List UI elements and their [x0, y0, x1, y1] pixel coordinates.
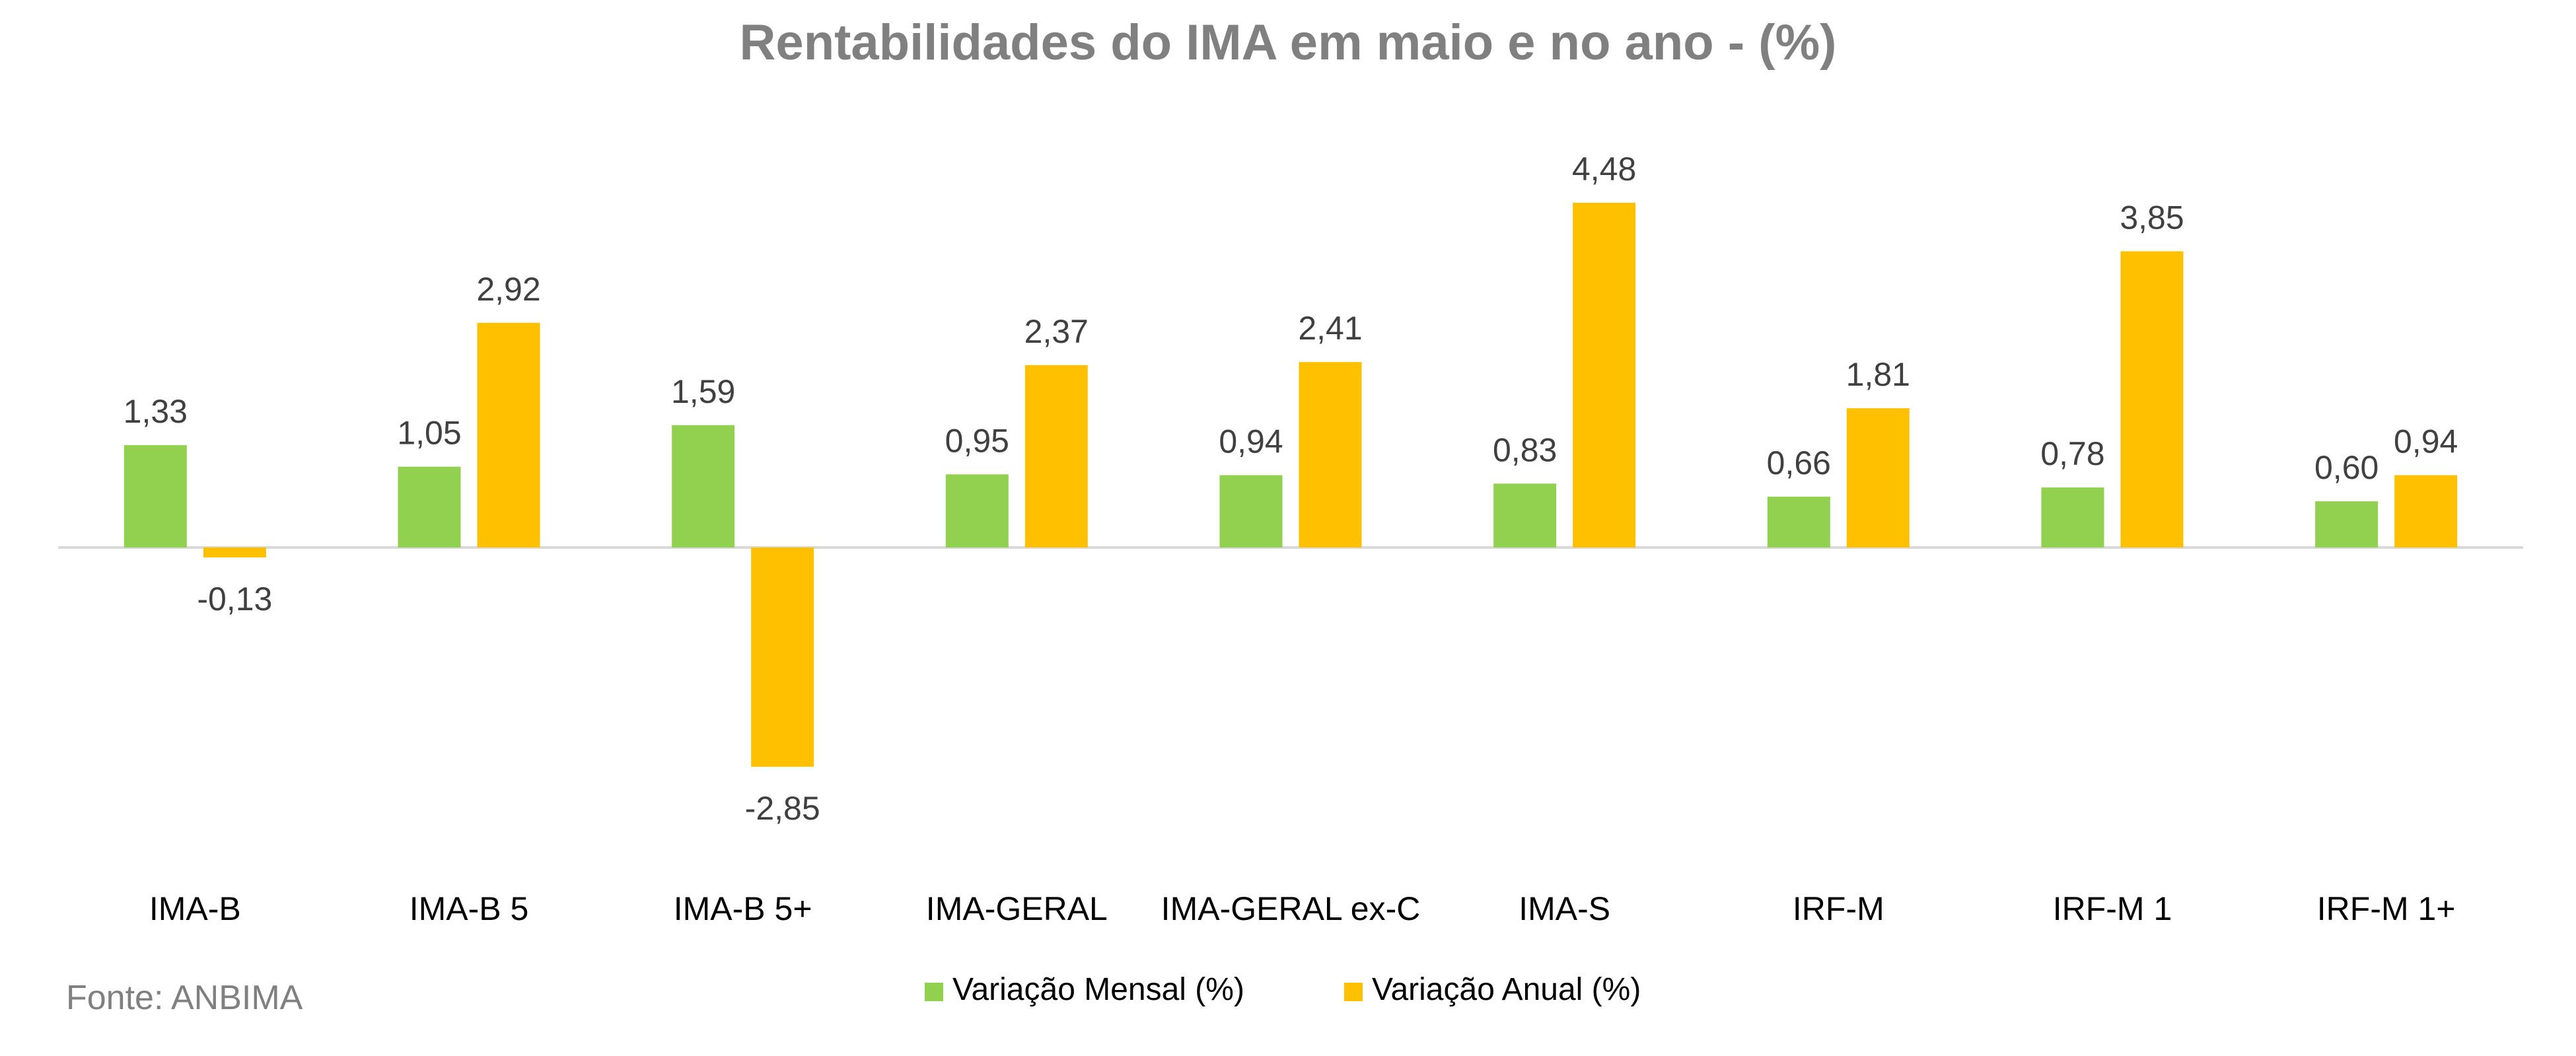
data-label: -2,85: [745, 790, 820, 827]
bar-mensal: [672, 425, 735, 547]
source-note: Fonte: ANBIMA: [66, 979, 303, 1017]
chart-title: Rentabilidades do IMA em maio e no ano -…: [740, 15, 1837, 71]
category-label: IMA-B 5: [410, 890, 529, 927]
category-label: IRF-M 1+: [2317, 890, 2456, 927]
data-label: 0,95: [945, 422, 1009, 459]
bar-anual: [203, 547, 266, 558]
data-label: 0,94: [2394, 423, 2458, 460]
legend-label-anual: Variação Anual (%): [1372, 972, 1641, 1007]
category-label: IMA-B: [149, 890, 241, 927]
bar-anual: [751, 547, 814, 767]
data-label: 1,59: [671, 373, 735, 410]
legend-swatch-mensal: [925, 983, 943, 1001]
data-label: -0,13: [197, 581, 272, 617]
category-label: IMA-B 5+: [674, 890, 812, 927]
bar-anual: [1299, 362, 1362, 547]
data-label: 0,78: [2040, 435, 2104, 472]
category-label: IMA-S: [1519, 890, 1610, 927]
bar-mensal: [398, 466, 461, 547]
bar-mensal: [2315, 501, 2379, 547]
data-label: 2,37: [1024, 313, 1089, 350]
data-label: 2,92: [476, 271, 540, 308]
bar-anual: [2120, 251, 2184, 547]
bar-mensal: [1493, 483, 1557, 547]
bar-anual: [1573, 203, 1636, 548]
data-labels-group: 1,33 -0,13 1,05 2,92 1,59 -2,85 0,95 2,37 0,94 2,…: [124, 151, 2458, 827]
bar-anual: [2394, 475, 2458, 547]
category-labels-group: IMA-B IMA-B 5 IMA-B 5+ IMA-GERAL IMA-GERAL e…: [149, 890, 2456, 927]
bar-mensal: [124, 445, 187, 547]
data-label: 0,83: [1493, 431, 1557, 468]
data-label: 2,41: [1298, 310, 1362, 347]
category-label: IMA-GERAL ex-C: [1161, 890, 1421, 927]
category-label: IMA-GERAL: [926, 890, 1108, 927]
bar-anual: [1024, 365, 1088, 547]
category-label: IRF-M: [1793, 890, 1884, 927]
bar-mensal: [2041, 487, 2104, 547]
data-label: 0,94: [1219, 423, 1283, 460]
legend-label-mensal: Variação Mensal (%): [952, 972, 1244, 1007]
legend: Variação Mensal (%) Variação Anual (%): [925, 972, 1641, 1007]
bar-mensal: [1219, 475, 1283, 547]
data-label: 0,60: [2314, 449, 2379, 486]
bars-group: [124, 203, 2458, 767]
category-label: IRF-M 1: [2053, 890, 2172, 927]
bar-mensal: [945, 474, 1009, 547]
legend-swatch-anual: [1344, 983, 1363, 1001]
bar-mensal: [1767, 497, 1830, 547]
data-label: 3,85: [2120, 199, 2184, 236]
bar-anual: [477, 322, 540, 547]
data-label: 4,48: [1572, 151, 1636, 188]
bar-anual: [1846, 408, 1910, 547]
data-label: 1,33: [124, 393, 188, 430]
data-label: 0,66: [1767, 444, 1831, 481]
data-label: 1,81: [1846, 356, 1910, 393]
data-label: 1,05: [397, 415, 461, 452]
